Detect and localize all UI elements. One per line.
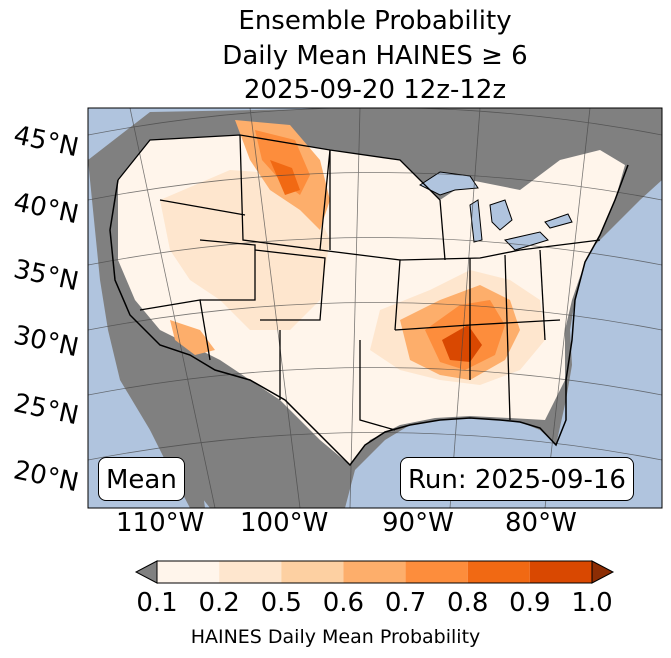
lon-label-100: 100°W (240, 508, 329, 538)
colorbar-tick-label: 0.2 (198, 588, 240, 618)
colorbar-tick-label: 0.5 (260, 588, 302, 618)
title-line-1: Ensemble Probability (238, 6, 512, 36)
colorbar-segment (529, 561, 592, 583)
run-date-box: Run: 2025-09-16 (400, 457, 634, 501)
colorbar-tick-label: 1.0 (571, 588, 613, 618)
colorbar-segment (157, 561, 220, 583)
title-line-3: 2025-09-20 12z-12z (243, 75, 507, 105)
prob-region-mid (160, 170, 330, 330)
colorbar-tick-label: 0.9 (509, 588, 551, 618)
lon-label-80: 80°W (505, 508, 577, 538)
colorbar-tick-label: 0.6 (322, 588, 365, 618)
colorbar-tick-label: 0.1 (136, 588, 178, 618)
mean-label-box: Mean (98, 457, 185, 501)
colorbar-tick-label: 0.7 (384, 588, 427, 618)
title-line-2: Daily Mean HAINES ≥ 6 (222, 41, 528, 71)
map-frame (87, 107, 663, 509)
prob-region-0.7 (255, 130, 310, 195)
colorbar (134, 560, 615, 584)
colorbar-segment (405, 561, 468, 583)
baja-peninsula (140, 360, 205, 508)
state-borders (117, 134, 601, 431)
colorbar-label: HAINES Daily Mean Probability (190, 626, 481, 648)
lon-label-110: 110°W (116, 508, 205, 538)
coastline (109, 164, 629, 467)
colorbar-under-arrow (134, 560, 158, 584)
colorbar-outline (156, 560, 593, 584)
great-lakes (418, 171, 573, 251)
prob-region-0.8 (270, 160, 300, 195)
colorbar-segment (281, 561, 344, 583)
prob-region-sw (170, 320, 215, 355)
colorbar-over-arrow (591, 560, 615, 584)
colorbar-segment (467, 561, 530, 583)
graticule (88, 108, 662, 508)
colorbar-segment (219, 561, 282, 583)
lon-label-90: 90°W (382, 508, 454, 538)
colorbar-segment (343, 561, 406, 583)
colorbar-tick-label: 0.8 (447, 588, 489, 618)
